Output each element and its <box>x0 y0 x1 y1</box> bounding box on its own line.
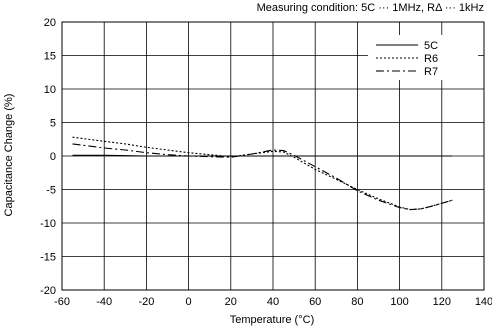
y-tick-label: 0 <box>50 151 56 163</box>
x-tick-label: 60 <box>309 296 321 308</box>
x-tick-label: -40 <box>96 296 112 308</box>
y-tick-label: 20 <box>44 17 56 29</box>
y-tick-label: -10 <box>40 218 56 230</box>
plot-frame <box>61 21 485 291</box>
y-tick-label: 10 <box>44 84 56 96</box>
y-tick-label: -20 <box>40 285 56 297</box>
series-line-r7 <box>72 143 453 211</box>
legend-background <box>368 35 478 80</box>
measuring-condition-note: Measuring condition: 5C ··· 1MHz, RΔ ···… <box>256 2 484 14</box>
legend-label-r6: R6 <box>424 53 438 65</box>
x-tick-label: 80 <box>351 296 363 308</box>
x-tick-label: 40 <box>267 296 279 308</box>
y-tick-label: -15 <box>40 252 56 264</box>
legend-label-r7: R7 <box>424 66 438 78</box>
x-tick-label: 20 <box>225 296 237 308</box>
series-line-r6 <box>72 136 453 211</box>
x-tick-label: -60 <box>54 296 70 308</box>
y-tick-label: 15 <box>44 51 56 63</box>
y-tick-label: -5 <box>46 185 56 197</box>
x-tick-label: 0 <box>186 296 192 308</box>
series-lines <box>72 136 453 211</box>
series-line-5c <box>72 154 453 157</box>
x-tick-label: -20 <box>138 296 154 308</box>
y-tick-label: 5 <box>50 118 56 130</box>
x-tick-label: 140 <box>475 296 492 308</box>
x-axis-label: Temperature (°C) <box>229 314 315 326</box>
legend-label-5c: 5C <box>424 40 438 52</box>
tick-labels: -60 -40 -20 0 20 40 60 80 100 120 140 20 15 10 5 0 -5 -10… <box>40 17 492 308</box>
x-tick-label: 100 <box>390 296 408 308</box>
x-tick-label: 120 <box>433 296 451 308</box>
